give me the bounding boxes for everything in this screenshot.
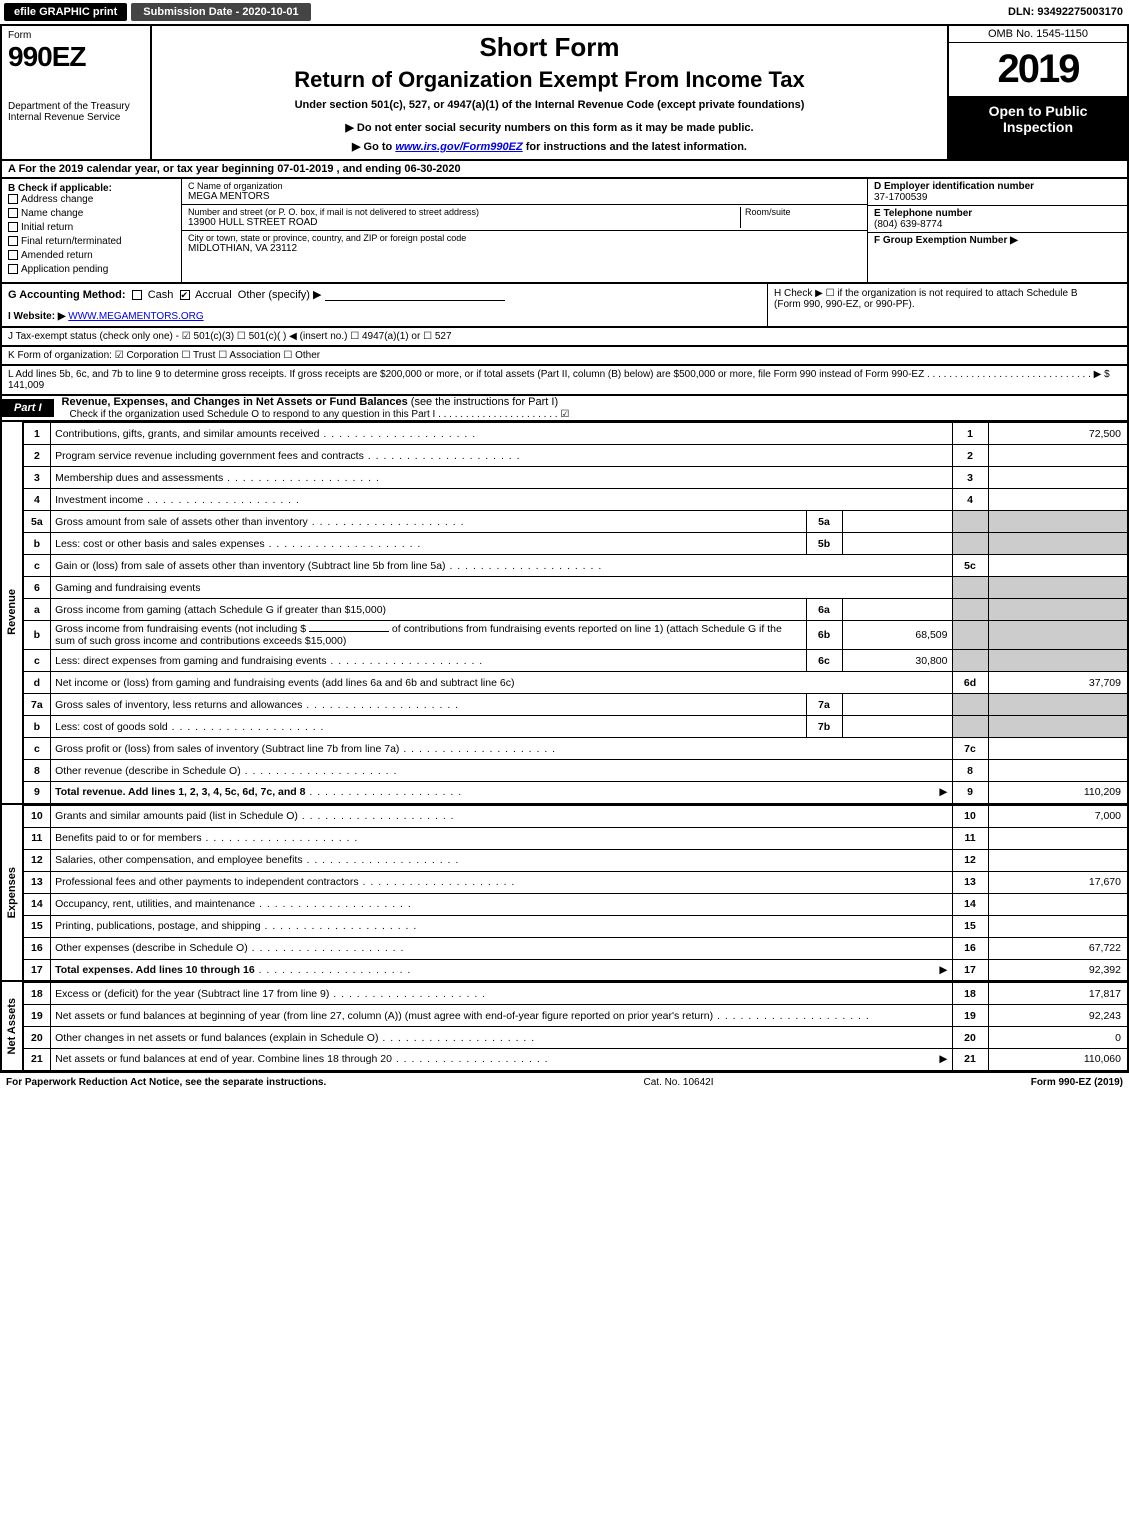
efile-print-button[interactable]: efile GRAPHIC print xyxy=(4,3,127,21)
ein-value: 37-1700539 xyxy=(874,192,1121,203)
part-1-sub: Check if the organization used Schedule … xyxy=(62,409,570,420)
goto-prefix: ▶ Go to xyxy=(352,141,395,153)
ein-label: D Employer identification number xyxy=(874,181,1121,192)
gross-receipts-amount: 141,009 xyxy=(8,380,44,391)
line-3: 3Membership dues and assessments3 xyxy=(23,467,1128,489)
line-11: 11Benefits paid to or for members11 xyxy=(23,827,1128,849)
page-footer: For Paperwork Reduction Act Notice, see … xyxy=(0,1072,1129,1092)
chk-amended-return[interactable]: Amended return xyxy=(8,250,175,261)
tax-year: 2019 xyxy=(949,43,1127,97)
netassets-table: 18Excess or (deficit) for the year (Subt… xyxy=(22,982,1129,1072)
form-word: Form xyxy=(8,30,144,41)
dln-label: DLN: 93492275003170 xyxy=(1008,6,1129,18)
website-label: I Website: ▶ xyxy=(8,311,66,322)
omb-number: OMB No. 1545-1150 xyxy=(949,26,1127,43)
line-2: 2Program service revenue including gover… xyxy=(23,445,1128,467)
part-1-label: Part I xyxy=(2,399,54,417)
city-label: City or town, state or province, country… xyxy=(188,233,861,243)
line-17: 17Total expenses. Add lines 10 through 1… xyxy=(23,959,1128,981)
footer-cat-no: Cat. No. 10642I xyxy=(643,1077,713,1088)
line-7c: cGross profit or (loss) from sales of in… xyxy=(23,738,1128,760)
chk-address-change[interactable]: Address change xyxy=(8,194,175,205)
expenses-table: 10Grants and similar amounts paid (list … xyxy=(22,805,1129,983)
row-l-gross-receipts: L Add lines 5b, 6c, and 7b to line 9 to … xyxy=(0,366,1129,396)
form-header: Form 990EZ Department of the Treasury In… xyxy=(0,26,1129,161)
part-1-title: Revenue, Expenses, and Changes in Net As… xyxy=(62,396,408,408)
org-name-label: C Name of organization xyxy=(188,181,861,191)
col-b-checkboxes: B Check if applicable: Address change Na… xyxy=(2,179,182,282)
row-h-line1: H Check ▶ ☐ if the organization is not r… xyxy=(774,288,1121,299)
part-1-instr: (see the instructions for Part I) xyxy=(408,396,558,408)
line-7b: bLess: cost of goods sold7b xyxy=(23,716,1128,738)
line-14: 14Occupancy, rent, utilities, and mainte… xyxy=(23,893,1128,915)
line-6d: dNet income or (loss) from gaming and fu… xyxy=(23,672,1128,694)
open-to-public: Open to Public Inspection xyxy=(949,97,1127,159)
tel-label: E Telephone number xyxy=(874,208,1121,219)
city-value: MIDLOTHIAN, VA 23112 xyxy=(188,243,861,254)
irs-label: Internal Revenue Service xyxy=(8,112,144,123)
chk-name-change[interactable]: Name change xyxy=(8,208,175,219)
line-10: 10Grants and similar amounts paid (list … xyxy=(23,805,1128,827)
line-5b: bLess: cost or other basis and sales exp… xyxy=(23,533,1128,555)
short-form-title: Short Form xyxy=(162,32,937,63)
line-6a: aGross income from gaming (attach Schedu… xyxy=(23,599,1128,621)
accounting-other: Other (specify) ▶ xyxy=(238,289,322,301)
footer-left: For Paperwork Reduction Act Notice, see … xyxy=(6,1077,326,1088)
chk-final-return[interactable]: Final return/terminated xyxy=(8,236,175,247)
line-7a: 7aGross sales of inventory, less returns… xyxy=(23,694,1128,716)
footer-form-ref: Form 990-EZ (2019) xyxy=(1031,1077,1123,1088)
row-a-tax-year: A For the 2019 calendar year, or tax yea… xyxy=(0,161,1129,179)
chk-accrual[interactable] xyxy=(180,290,190,300)
room-label: Room/suite xyxy=(745,207,861,217)
irs-link[interactable]: www.irs.gov/Form990EZ xyxy=(395,141,522,153)
chk-initial-return[interactable]: Initial return xyxy=(8,222,175,233)
expenses-side-label: Expenses xyxy=(0,805,22,983)
form-number: 990EZ xyxy=(8,41,144,73)
group-exemption-label: F Group Exemption Number ▶ xyxy=(874,235,1121,246)
line-19: 19Net assets or fund balances at beginni… xyxy=(23,1005,1128,1027)
goto-suffix: for instructions and the latest informat… xyxy=(523,141,747,153)
row-k-form-org: K Form of organization: ☑ Corporation ☐ … xyxy=(0,347,1129,366)
street-value: 13900 HULL STREET ROAD xyxy=(188,217,740,228)
line-13: 13Professional fees and other payments t… xyxy=(23,871,1128,893)
row-g-h: G Accounting Method: Cash Accrual Other … xyxy=(0,284,1129,328)
dept-treasury: Department of the Treasury xyxy=(8,101,144,112)
chk-cash[interactable] xyxy=(132,290,142,300)
line-4: 4Investment income4 xyxy=(23,489,1128,511)
line-5c: cGain or (loss) from sale of assets othe… xyxy=(23,555,1128,577)
org-name-value: MEGA MENTORS xyxy=(188,191,861,202)
top-bar: efile GRAPHIC print Submission Date - 20… xyxy=(0,0,1129,26)
row-h-line2: (Form 990, 990-EZ, or 990-PF). xyxy=(774,299,1121,310)
line-8: 8Other revenue (describe in Schedule O)8 xyxy=(23,760,1128,782)
return-title: Return of Organization Exempt From Incom… xyxy=(162,67,937,93)
part-1-header: Part I Revenue, Expenses, and Changes in… xyxy=(0,396,1129,422)
tel-value: (804) 639-8774 xyxy=(874,219,1121,230)
line-6: 6Gaming and fundraising events xyxy=(23,577,1128,599)
org-info-grid: B Check if applicable: Address change Na… xyxy=(0,179,1129,284)
line-21: 21Net assets or fund balances at end of … xyxy=(23,1049,1128,1071)
row-j-tax-exempt: J Tax-exempt status (check only one) - ☑… xyxy=(0,328,1129,347)
accounting-method-label: G Accounting Method: xyxy=(8,289,126,301)
revenue-side-label: Revenue xyxy=(0,422,22,805)
goto-line: ▶ Go to www.irs.gov/Form990EZ for instru… xyxy=(162,140,937,153)
submission-date-pill: Submission Date - 2020-10-01 xyxy=(131,3,310,21)
chk-application-pending[interactable]: Application pending xyxy=(8,264,175,275)
line-5a: 5aGross amount from sale of assets other… xyxy=(23,511,1128,533)
street-label: Number and street (or P. O. box, if mail… xyxy=(188,207,740,217)
line-9: 9Total revenue. Add lines 1, 2, 3, 4, 5c… xyxy=(23,782,1128,804)
col-b-title: B Check if applicable: xyxy=(8,183,175,194)
line-20: 20Other changes in net assets or fund ba… xyxy=(23,1027,1128,1049)
line-1: 1Contributions, gifts, grants, and simil… xyxy=(23,423,1128,445)
line-6b: bGross income from fundraising events (n… xyxy=(23,621,1128,650)
netassets-side-label: Net Assets xyxy=(0,982,22,1072)
under-section-text: Under section 501(c), 527, or 4947(a)(1)… xyxy=(162,99,937,111)
website-link[interactable]: WWW.MEGAMENTORS.ORG xyxy=(68,311,203,322)
line-16: 16Other expenses (describe in Schedule O… xyxy=(23,937,1128,959)
line-18: 18Excess or (deficit) for the year (Subt… xyxy=(23,983,1128,1005)
line-6c: cLess: direct expenses from gaming and f… xyxy=(23,650,1128,672)
revenue-table: 1Contributions, gifts, grants, and simil… xyxy=(22,422,1129,805)
ssn-warning: ▶ Do not enter social security numbers o… xyxy=(162,121,937,134)
line-12: 12Salaries, other compensation, and empl… xyxy=(23,849,1128,871)
line-15: 15Printing, publications, postage, and s… xyxy=(23,915,1128,937)
